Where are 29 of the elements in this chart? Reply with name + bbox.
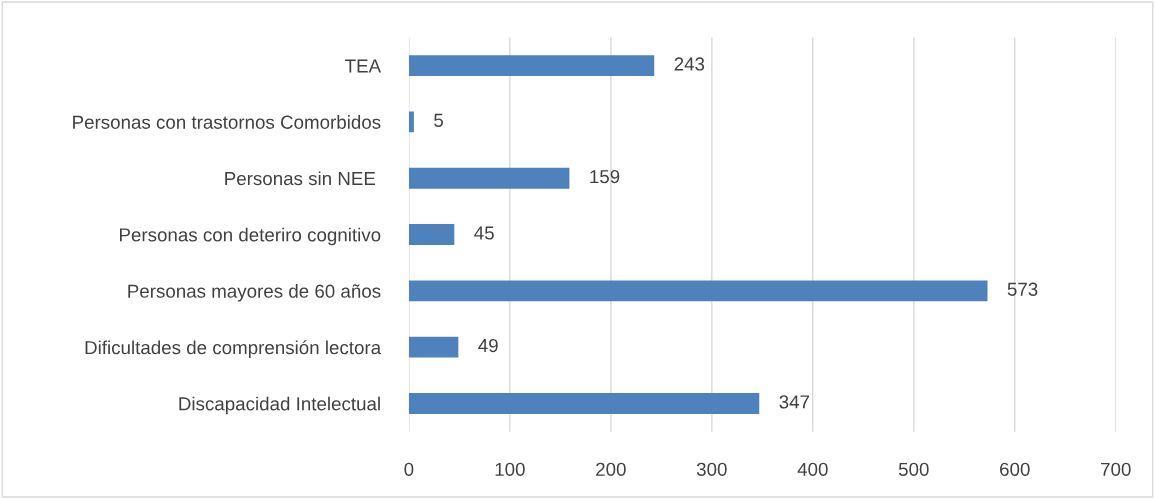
x-tick-label: 600 — [1000, 462, 1030, 476]
x-tick-label: 700 — [1101, 462, 1131, 476]
x-tick-label: 500 — [898, 462, 929, 476]
bar — [408, 393, 760, 414]
y-tick-label: Personas con trastornos Comorbidos — [73, 115, 381, 129]
x-tick-label: 300 — [696, 462, 727, 476]
y-tick-label: Personas con deteriro cognitivo — [120, 227, 381, 246]
y-tick-label: Personas mayores de 60 años — [128, 284, 381, 302]
y-tick-label: TEA — [345, 59, 382, 73]
data-label: 49 — [478, 338, 498, 353]
bar — [408, 55, 655, 76]
bar — [408, 111, 414, 133]
bar — [408, 336, 459, 358]
bar — [408, 224, 455, 245]
x-tick-label: 200 — [596, 462, 626, 476]
y-tick-label: Personas sin NEE — [225, 171, 376, 186]
x-tick-label: 400 — [797, 462, 828, 476]
data-label: 573 — [1007, 282, 1038, 296]
data-label: 159 — [590, 169, 620, 184]
x-tick-label: 0 — [404, 462, 414, 476]
x-tick-label: 100 — [495, 462, 525, 476]
data-label: 45 — [474, 226, 494, 240]
bar — [408, 280, 988, 302]
y-tick-label: Dificultades de comprensión lectora — [85, 340, 382, 358]
data-label: 243 — [674, 57, 705, 71]
data-label: 5 — [434, 113, 444, 127]
y-tick-label: Discapacidad Intelectual — [179, 396, 380, 415]
bar — [408, 167, 570, 189]
data-label: 347 — [779, 395, 810, 409]
